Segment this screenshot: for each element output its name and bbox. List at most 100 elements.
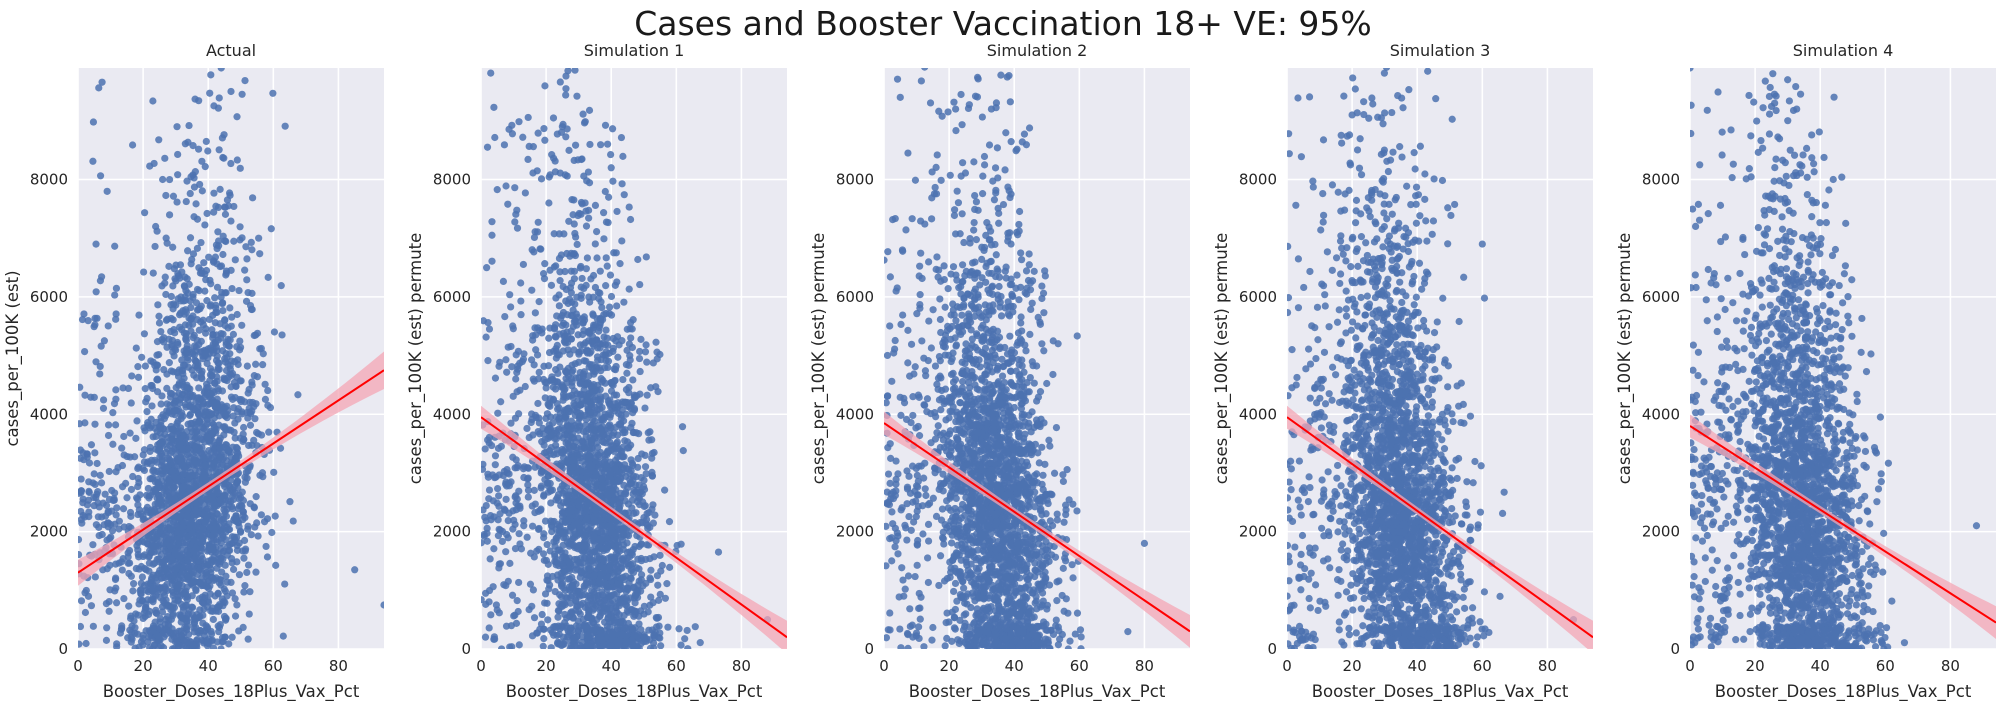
scatter-point bbox=[683, 626, 691, 635]
scatter-point bbox=[103, 187, 111, 195]
scatter-point bbox=[545, 401, 553, 410]
scatter-point bbox=[81, 513, 89, 521]
scatter-point bbox=[563, 421, 571, 429]
scatter-point bbox=[608, 125, 617, 133]
scatter-point bbox=[563, 311, 571, 319]
scatter-point bbox=[647, 593, 655, 601]
scatter-point bbox=[94, 513, 102, 521]
scatter-point bbox=[91, 573, 99, 581]
scatter-point bbox=[519, 260, 527, 269]
scatter-point bbox=[559, 396, 567, 404]
scatter-point bbox=[199, 471, 207, 479]
scatter-point bbox=[540, 634, 548, 643]
scatter-point bbox=[519, 133, 527, 141]
scatter-point bbox=[214, 237, 223, 245]
scatter-point bbox=[630, 393, 638, 401]
scatter-point bbox=[78, 535, 83, 544]
scatter-point bbox=[159, 425, 167, 433]
scatter-point bbox=[519, 465, 528, 473]
scatter-point bbox=[193, 315, 201, 324]
scatter-point bbox=[190, 547, 198, 555]
scatter-point bbox=[264, 273, 272, 281]
scatter-point bbox=[214, 622, 222, 630]
scatter-point bbox=[638, 450, 646, 458]
scatter-point bbox=[203, 380, 211, 388]
scatter-point bbox=[239, 511, 247, 519]
scatter-point bbox=[195, 556, 203, 565]
scatter-point bbox=[204, 147, 212, 155]
scatter-point bbox=[233, 546, 242, 554]
plot-area bbox=[481, 68, 787, 649]
scatter-point bbox=[128, 141, 137, 149]
scatter-point bbox=[544, 616, 552, 624]
scatter-point bbox=[289, 517, 297, 525]
scatter-point bbox=[609, 177, 617, 185]
scatter-point bbox=[548, 527, 556, 536]
scatter-point bbox=[241, 76, 249, 85]
scatter-point bbox=[102, 501, 111, 510]
scatter-point bbox=[535, 368, 543, 376]
scatter-point bbox=[267, 225, 275, 233]
scatter-point bbox=[187, 419, 195, 427]
scatter-point bbox=[524, 113, 532, 122]
scatter-point bbox=[175, 435, 183, 443]
scatter-point bbox=[227, 426, 235, 434]
scatter-point bbox=[235, 286, 243, 295]
scatter-point bbox=[198, 187, 206, 195]
scatter-point bbox=[198, 544, 206, 552]
scatter-point bbox=[212, 308, 220, 317]
scatter-point bbox=[578, 633, 586, 641]
scatter-point bbox=[120, 432, 128, 441]
scatter-point bbox=[214, 607, 223, 615]
scatter-point bbox=[103, 565, 111, 573]
scatter-point bbox=[176, 424, 185, 432]
scatter-point bbox=[484, 473, 492, 481]
scatter-point bbox=[118, 566, 126, 574]
scatter-point bbox=[131, 644, 139, 649]
scatter-point bbox=[684, 645, 692, 649]
scatter-point bbox=[652, 338, 660, 346]
scatter-point bbox=[615, 602, 624, 610]
scatter-point bbox=[249, 194, 257, 202]
scatter-point bbox=[155, 136, 163, 144]
scatter-point bbox=[541, 378, 549, 387]
scatter-point bbox=[578, 274, 586, 283]
scatter-point bbox=[240, 554, 248, 562]
scatter-point bbox=[540, 530, 548, 538]
scatter-point bbox=[603, 140, 612, 148]
scatter-point bbox=[627, 479, 635, 487]
scatter-point bbox=[231, 489, 239, 497]
scatter-point bbox=[251, 415, 259, 423]
scatter-point bbox=[265, 428, 273, 436]
scatter-point bbox=[244, 561, 253, 569]
scatter-point bbox=[231, 536, 239, 544]
scatter-point bbox=[637, 587, 645, 595]
scatter-point bbox=[244, 635, 252, 643]
scatter-point bbox=[102, 599, 110, 608]
scatter-point bbox=[137, 562, 146, 571]
scatter-point bbox=[169, 629, 177, 637]
scatter-point bbox=[166, 603, 175, 611]
scatter-point bbox=[560, 553, 568, 561]
scatter-point bbox=[98, 78, 106, 86]
scatter-point bbox=[657, 642, 665, 649]
scatter-point bbox=[140, 538, 148, 546]
scatter-point bbox=[636, 280, 644, 289]
scatter-point bbox=[210, 518, 218, 526]
scatter-point bbox=[673, 541, 681, 550]
scatter-point bbox=[123, 494, 131, 502]
scatter-point bbox=[635, 565, 643, 573]
scatter-point bbox=[203, 515, 212, 523]
scatter-point bbox=[601, 187, 609, 196]
scatter-point bbox=[241, 478, 249, 486]
scatter-point bbox=[605, 573, 613, 581]
scatter-point bbox=[570, 267, 579, 275]
scatter-point bbox=[268, 528, 276, 537]
scatter-point bbox=[154, 301, 162, 309]
scatter-point bbox=[229, 330, 238, 338]
scatter-point bbox=[521, 189, 529, 197]
scatter-point bbox=[648, 472, 656, 480]
scatter-point bbox=[534, 375, 543, 383]
scatter-point bbox=[153, 609, 161, 618]
scatter-point bbox=[213, 347, 221, 355]
